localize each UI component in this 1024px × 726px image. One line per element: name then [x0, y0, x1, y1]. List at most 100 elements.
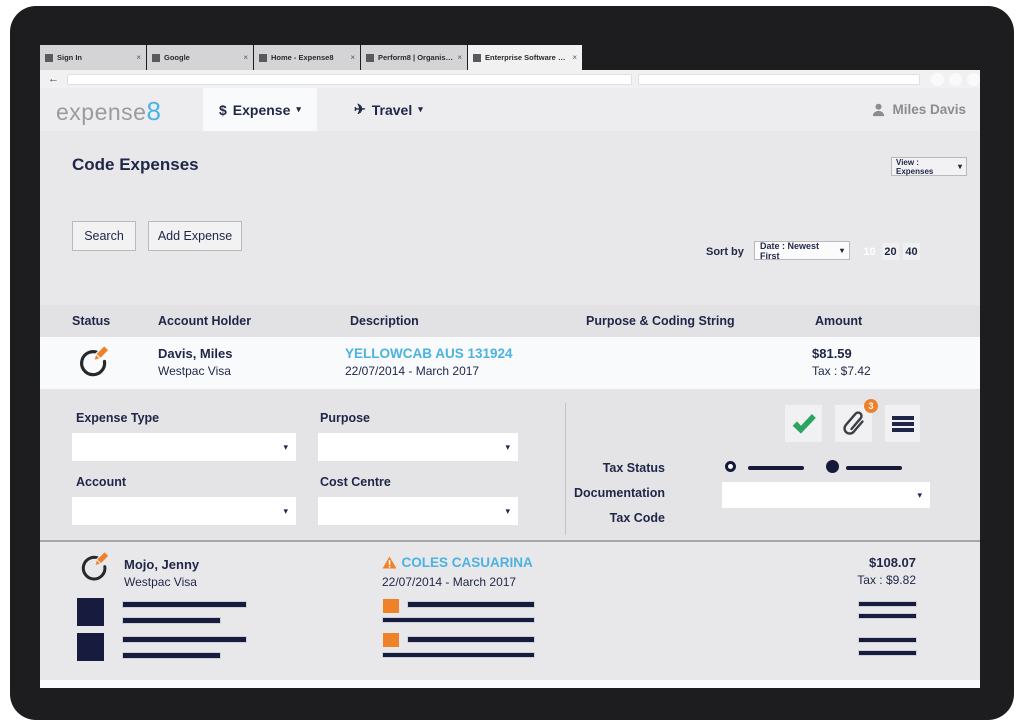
nav-tab-travel[interactable]: ✈ Travel ▾	[338, 88, 439, 131]
tax-status-label: Tax Status	[602, 461, 665, 475]
sort-order-select[interactable]: Date : Newest First ▾	[754, 241, 850, 261]
expense8-logo: expense8	[56, 96, 161, 127]
close-icon[interactable]: ×	[136, 53, 141, 62]
tab-title: Perform8 | Organisational Im	[378, 53, 453, 62]
browser-tab-enterprise-software[interactable]: Enterprise Software as a Ser... ×	[468, 45, 582, 70]
panel-divider	[565, 403, 566, 535]
view-selector[interactable]: View : Expenses ▾	[891, 157, 967, 176]
amount-placeholder	[858, 637, 917, 643]
text-placeholder	[122, 652, 221, 659]
browser-control-icon[interactable]	[949, 72, 962, 86]
amount-value: $81.59	[812, 346, 852, 361]
favicon-icon	[366, 53, 374, 62]
amount-placeholder	[858, 601, 917, 607]
cost-centre-select[interactable]: ▾	[318, 497, 518, 525]
favicon-icon	[473, 53, 481, 62]
expense-type-select[interactable]: ▾	[72, 433, 296, 461]
tab-title: Sign In	[57, 53, 82, 62]
details-menu-button[interactable]	[885, 405, 920, 442]
browser-tab-google[interactable]: Google ×	[147, 45, 253, 70]
nav-tab-expense[interactable]: $ Expense ▾	[203, 88, 317, 131]
browser-tab-signin[interactable]: Sign In ×	[40, 45, 146, 70]
chevron-down-icon: ▾	[418, 104, 423, 114]
nav-tab-label: Travel	[371, 101, 413, 118]
account-holder: Mojo, Jenny	[124, 557, 200, 572]
expense-date: 22/07/2014 - March 2017	[382, 575, 517, 589]
page-size-10[interactable]: 10	[863, 245, 876, 258]
coding-panel: Expense Type ▾ Purpose ▾ Account ▾ Cost …	[40, 389, 980, 541]
account-holder: Davis, Miles	[158, 346, 233, 361]
close-icon[interactable]: ×	[243, 53, 248, 62]
expense-date: 22/07/2014 - March 2017	[345, 364, 480, 378]
back-icon[interactable]: ←	[48, 72, 59, 85]
browser-tab-home-expense8[interactable]: Home - Expense8 ×	[254, 45, 360, 70]
page-size-20[interactable]: 20	[882, 243, 899, 260]
page-size-40[interactable]: 40	[903, 243, 920, 260]
amount-value: $108.07	[869, 555, 916, 570]
browser-control-icon[interactable]	[931, 72, 944, 86]
expense-type-label: Expense Type	[76, 411, 160, 425]
dollar-icon: $	[219, 101, 227, 118]
approve-button[interactable]	[785, 405, 822, 442]
close-icon[interactable]: ×	[457, 53, 462, 62]
chevron-down-icon: ▾	[917, 489, 922, 500]
browser-controls	[926, 72, 980, 86]
tax-value: Tax : $9.82	[857, 573, 916, 587]
browser-search-bar[interactable]	[637, 73, 920, 85]
purpose-select[interactable]: ▾	[318, 433, 518, 461]
check-icon	[792, 413, 816, 434]
column-status: Status	[72, 314, 111, 328]
warning-placeholder	[383, 599, 399, 613]
edit-status-icon[interactable]	[76, 344, 110, 382]
tax-status-radio-2[interactable]	[826, 460, 839, 473]
bottom-strip	[40, 680, 980, 688]
description-link[interactable]: COLES CASUARINA	[401, 555, 533, 570]
chevron-down-icon: ▾	[296, 104, 301, 114]
address-bar[interactable]	[67, 73, 632, 85]
documentation-label: Documentation	[574, 486, 665, 500]
description-link[interactable]: YELLOWCAB AUS 131924	[345, 346, 513, 361]
close-icon[interactable]: ×	[350, 53, 355, 62]
logo-number: 8	[146, 96, 162, 126]
attachments-button[interactable]: 3	[835, 399, 878, 442]
account-select[interactable]: ▾	[72, 497, 296, 525]
chevron-down-icon: ▾	[957, 162, 962, 171]
chevron-down-icon: ▾	[283, 505, 288, 516]
column-purpose-coding: Purpose & Coding String	[586, 314, 735, 328]
tax-value: Tax : $7.42	[812, 364, 871, 378]
favicon-icon	[152, 53, 160, 62]
text-placeholder	[407, 601, 535, 608]
tax-status-radio-1[interactable]	[725, 461, 736, 472]
tablet-bezel: Sign In × Google × Home - Expense8 × Per…	[10, 6, 1014, 720]
text-placeholder	[382, 617, 535, 623]
nav-tab-label: Expense	[232, 101, 291, 118]
browser-tabstrip: Sign In × Google × Home - Expense8 × Per…	[40, 45, 980, 70]
logo-word: expense	[56, 99, 147, 125]
favicon-icon	[259, 53, 267, 62]
documentation-select[interactable]: ▾	[722, 482, 930, 508]
status-placeholder	[77, 633, 104, 661]
add-expense-button[interactable]: Add Expense	[148, 221, 242, 251]
browser-tab-perform8[interactable]: Perform8 | Organisational Im ×	[361, 45, 467, 70]
user-menu[interactable]: Miles Davis	[871, 88, 966, 131]
text-placeholder	[122, 636, 247, 643]
close-icon[interactable]: ×	[572, 53, 577, 62]
menu-icon	[891, 415, 914, 432]
chevron-down-icon: ▾	[283, 441, 288, 452]
text-placeholder	[382, 652, 535, 658]
tax-status-option-placeholder	[846, 466, 902, 470]
plane-icon: ✈	[354, 101, 366, 117]
row-divider	[40, 540, 980, 542]
table-row[interactable]: Mojo, Jenny Westpac Visa	[124, 557, 199, 589]
text-placeholder	[122, 601, 247, 608]
text-placeholder	[122, 617, 221, 624]
amount-placeholder	[858, 650, 917, 656]
user-icon	[873, 103, 885, 117]
browser-control-icon[interactable]	[967, 72, 980, 86]
table-row[interactable]: Davis, Miles Westpac Visa YELLOWCAB AUS …	[40, 337, 980, 389]
view-selector-value: View : Expenses	[896, 157, 934, 176]
tab-title: Home - Expense8	[271, 53, 334, 62]
warning-placeholder	[383, 633, 399, 647]
search-button[interactable]: Search	[72, 221, 136, 251]
edit-status-icon[interactable]	[78, 550, 110, 586]
